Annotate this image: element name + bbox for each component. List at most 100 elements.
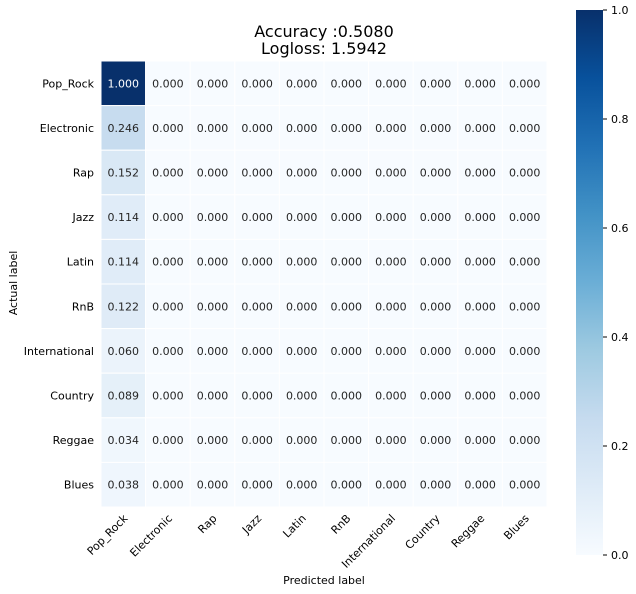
heatmap-cell bbox=[457, 328, 503, 374]
cell-value-label: 0.000 bbox=[464, 390, 496, 403]
cell-value-label: 0.000 bbox=[286, 122, 318, 135]
heatmap-cell bbox=[501, 417, 548, 463]
heatmap-cell bbox=[189, 328, 236, 374]
x-axis-label: Predicted label bbox=[283, 574, 365, 587]
y-tick-labels: Pop_Rock Electronic Rap Jazz Latin RnB Interna… bbox=[24, 77, 95, 491]
heatmap-cell bbox=[457, 417, 503, 463]
heatmap-cell bbox=[100, 238, 147, 285]
colorbar-tick-label: 0.0 bbox=[611, 549, 629, 562]
heatmap-cell bbox=[234, 238, 280, 285]
heatmap-cell bbox=[100, 105, 147, 151]
cell-value-label: 0.000 bbox=[197, 122, 229, 135]
cell-value-label: 0.000 bbox=[375, 300, 407, 313]
cell-value-label: 0.000 bbox=[509, 434, 541, 447]
cell-value-label: 0.000 bbox=[197, 345, 229, 358]
cell-value-label: 0.038 bbox=[108, 479, 140, 492]
cell-value-label: 0.246 bbox=[108, 122, 140, 135]
cell-value-label: 0.000 bbox=[197, 479, 229, 492]
cell-value-label: 0.000 bbox=[509, 345, 541, 358]
heatmap-cell bbox=[145, 328, 191, 374]
x-tick-label: Rap bbox=[195, 512, 219, 536]
cell-value-label: 0.000 bbox=[464, 434, 496, 447]
cell-value-label: 0.000 bbox=[331, 77, 363, 90]
heatmap-cell bbox=[368, 194, 414, 240]
cell-value-label: 0.000 bbox=[375, 211, 407, 224]
cell-value-label: 0.000 bbox=[375, 77, 407, 90]
heatmap-cell bbox=[501, 283, 548, 330]
y-tick-label: Blues bbox=[64, 479, 94, 492]
heatmap-cell bbox=[368, 149, 414, 196]
cell-value-label: 0.000 bbox=[375, 479, 407, 492]
cell-value-label: 0.000 bbox=[241, 211, 273, 224]
y-tick-label: Electronic bbox=[40, 122, 94, 135]
colorbar-tick-label: 0.6 bbox=[611, 222, 629, 235]
cell-value-label: 0.000 bbox=[286, 390, 318, 403]
cell-value-label: 0.000 bbox=[509, 211, 541, 224]
y-tick-label: Latin bbox=[67, 256, 94, 269]
cell-value-label: 0.000 bbox=[152, 167, 184, 180]
heatmap-cell bbox=[189, 372, 236, 419]
heatmap-cell bbox=[323, 60, 370, 107]
heatmap-cell bbox=[412, 60, 459, 107]
heatmap-cell bbox=[100, 283, 147, 330]
cell-value-label: 0.000 bbox=[286, 479, 318, 492]
y-tick-label: International bbox=[24, 345, 94, 358]
colorbar-ticks: 0.0 0.2 0.4 0.6 0.8 1.0 bbox=[603, 4, 629, 562]
cell-value-label: 0.000 bbox=[509, 300, 541, 313]
x-tick-label: Pop_Rock bbox=[85, 511, 131, 557]
heatmap-cell bbox=[278, 105, 325, 151]
x-tick-label: Latin bbox=[280, 512, 308, 540]
x-tick-label: Jazz bbox=[239, 512, 264, 537]
cell-value-label: 0.000 bbox=[375, 345, 407, 358]
cell-value-label: 0.000 bbox=[420, 167, 452, 180]
heatmap-cell bbox=[457, 60, 503, 107]
cell-value-label: 0.000 bbox=[197, 167, 229, 180]
cell-value-label: 0.000 bbox=[331, 434, 363, 447]
heatmap-cell bbox=[278, 149, 325, 196]
heatmap-cell bbox=[412, 461, 459, 508]
cell-value-label: 0.000 bbox=[197, 434, 229, 447]
heatmap-cell bbox=[189, 105, 236, 151]
heatmap-cell bbox=[323, 194, 370, 240]
x-tick-label: Blues bbox=[501, 512, 532, 543]
heatmap-cell bbox=[368, 461, 414, 508]
heatmap-cell bbox=[189, 194, 236, 240]
y-tick-label: Reggae bbox=[53, 434, 95, 447]
heatmap-cell bbox=[457, 105, 503, 151]
cell-value-label: 0.000 bbox=[152, 390, 184, 403]
heatmap-cell bbox=[234, 194, 280, 240]
cell-value-label: 0.000 bbox=[197, 211, 229, 224]
cell-value-label: 0.000 bbox=[286, 434, 318, 447]
heatmap-cell bbox=[278, 60, 325, 107]
cell-value-label: 0.000 bbox=[331, 345, 363, 358]
cell-value-label: 0.000 bbox=[286, 345, 318, 358]
cell-value-label: 0.000 bbox=[464, 256, 496, 269]
colorbar bbox=[576, 10, 603, 555]
heatmap-cell bbox=[412, 149, 459, 196]
cell-value-label: 0.000 bbox=[331, 256, 363, 269]
heatmap-cell bbox=[145, 105, 191, 151]
cell-value-label: 0.000 bbox=[241, 256, 273, 269]
y-tick-label: Pop_Rock bbox=[42, 77, 94, 90]
heatmap-cell bbox=[501, 105, 548, 151]
cell-value-label: 0.000 bbox=[420, 300, 452, 313]
heatmap-cell bbox=[323, 238, 370, 285]
colorbar-tick-label: 0.4 bbox=[611, 331, 629, 344]
cell-value-label: 0.000 bbox=[420, 122, 452, 135]
heatmap-cell bbox=[368, 328, 414, 374]
cell-value-label: 0.000 bbox=[375, 122, 407, 135]
heatmap-cell bbox=[234, 283, 280, 330]
cell-value-label: 0.000 bbox=[241, 390, 273, 403]
cell-value-label: 0.000 bbox=[241, 167, 273, 180]
cell-value-label: 0.000 bbox=[420, 434, 452, 447]
heatmap-cell bbox=[412, 283, 459, 330]
cell-value-label: 0.000 bbox=[464, 167, 496, 180]
cell-value-label: 0.000 bbox=[331, 390, 363, 403]
heatmap-cell bbox=[145, 238, 191, 285]
heatmap-cell bbox=[278, 372, 325, 419]
cell-value-label: 0.000 bbox=[331, 167, 363, 180]
x-tick-label: Electronic bbox=[127, 512, 175, 560]
cell-value-label: 0.000 bbox=[286, 77, 318, 90]
